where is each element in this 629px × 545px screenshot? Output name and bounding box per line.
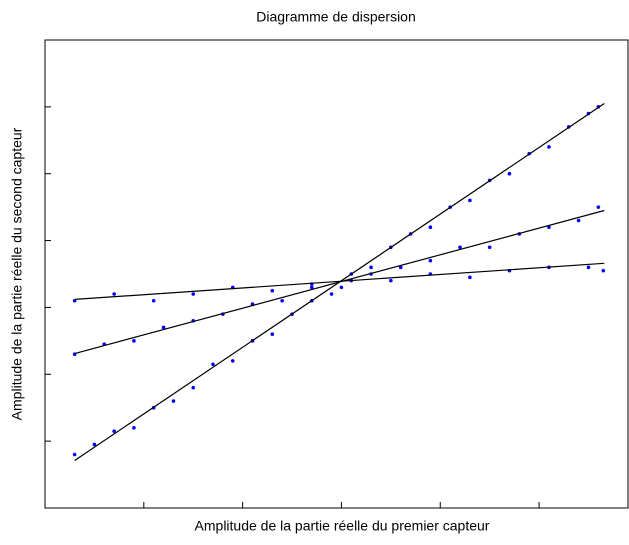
scatter-point [211, 362, 215, 367]
plot-frame [44, 39, 629, 509]
scatter-point [132, 339, 136, 343]
scatter-point [428, 258, 433, 263]
chart-title: Diagramme de dispersion [256, 9, 416, 25]
scatter-point [270, 288, 275, 293]
scatter-point [191, 292, 196, 296]
scatter-point [280, 298, 284, 303]
scatter-point [161, 325, 166, 330]
scatter-point [72, 452, 77, 457]
scatter-point [468, 275, 472, 280]
scatter-point [547, 145, 551, 149]
scatter-point [112, 429, 116, 433]
x-axis-label: Amplitude de la partie réelle du premier… [195, 518, 490, 534]
scatter-point [576, 218, 581, 223]
scatter-point [596, 205, 601, 209]
fit-line [74, 262, 605, 301]
scatter-point [428, 225, 433, 229]
scatter-point [270, 332, 275, 336]
scatter-point [369, 265, 373, 270]
scatter-point [389, 278, 393, 283]
scatter-point [132, 425, 136, 430]
scatter-point [547, 225, 551, 229]
y-axis-label: Amplitude de la partie réelle du second … [9, 127, 25, 420]
scatter-point [586, 265, 591, 270]
scatter-point [339, 285, 344, 290]
scatter-point [601, 268, 606, 273]
scatter-point [507, 171, 512, 176]
scatter-point [151, 298, 156, 303]
scatter-point [309, 285, 314, 290]
scatter-point [329, 292, 334, 296]
scatter-point [487, 245, 492, 250]
scatter-point [171, 399, 176, 403]
fit-line [74, 209, 605, 355]
scatter-point [92, 442, 97, 447]
scatter-point [398, 265, 403, 270]
scatter-point [230, 359, 235, 363]
scatter-point [112, 292, 116, 296]
scatter-point [468, 198, 472, 203]
scatter-point [191, 385, 196, 390]
scatter-point [458, 245, 462, 250]
